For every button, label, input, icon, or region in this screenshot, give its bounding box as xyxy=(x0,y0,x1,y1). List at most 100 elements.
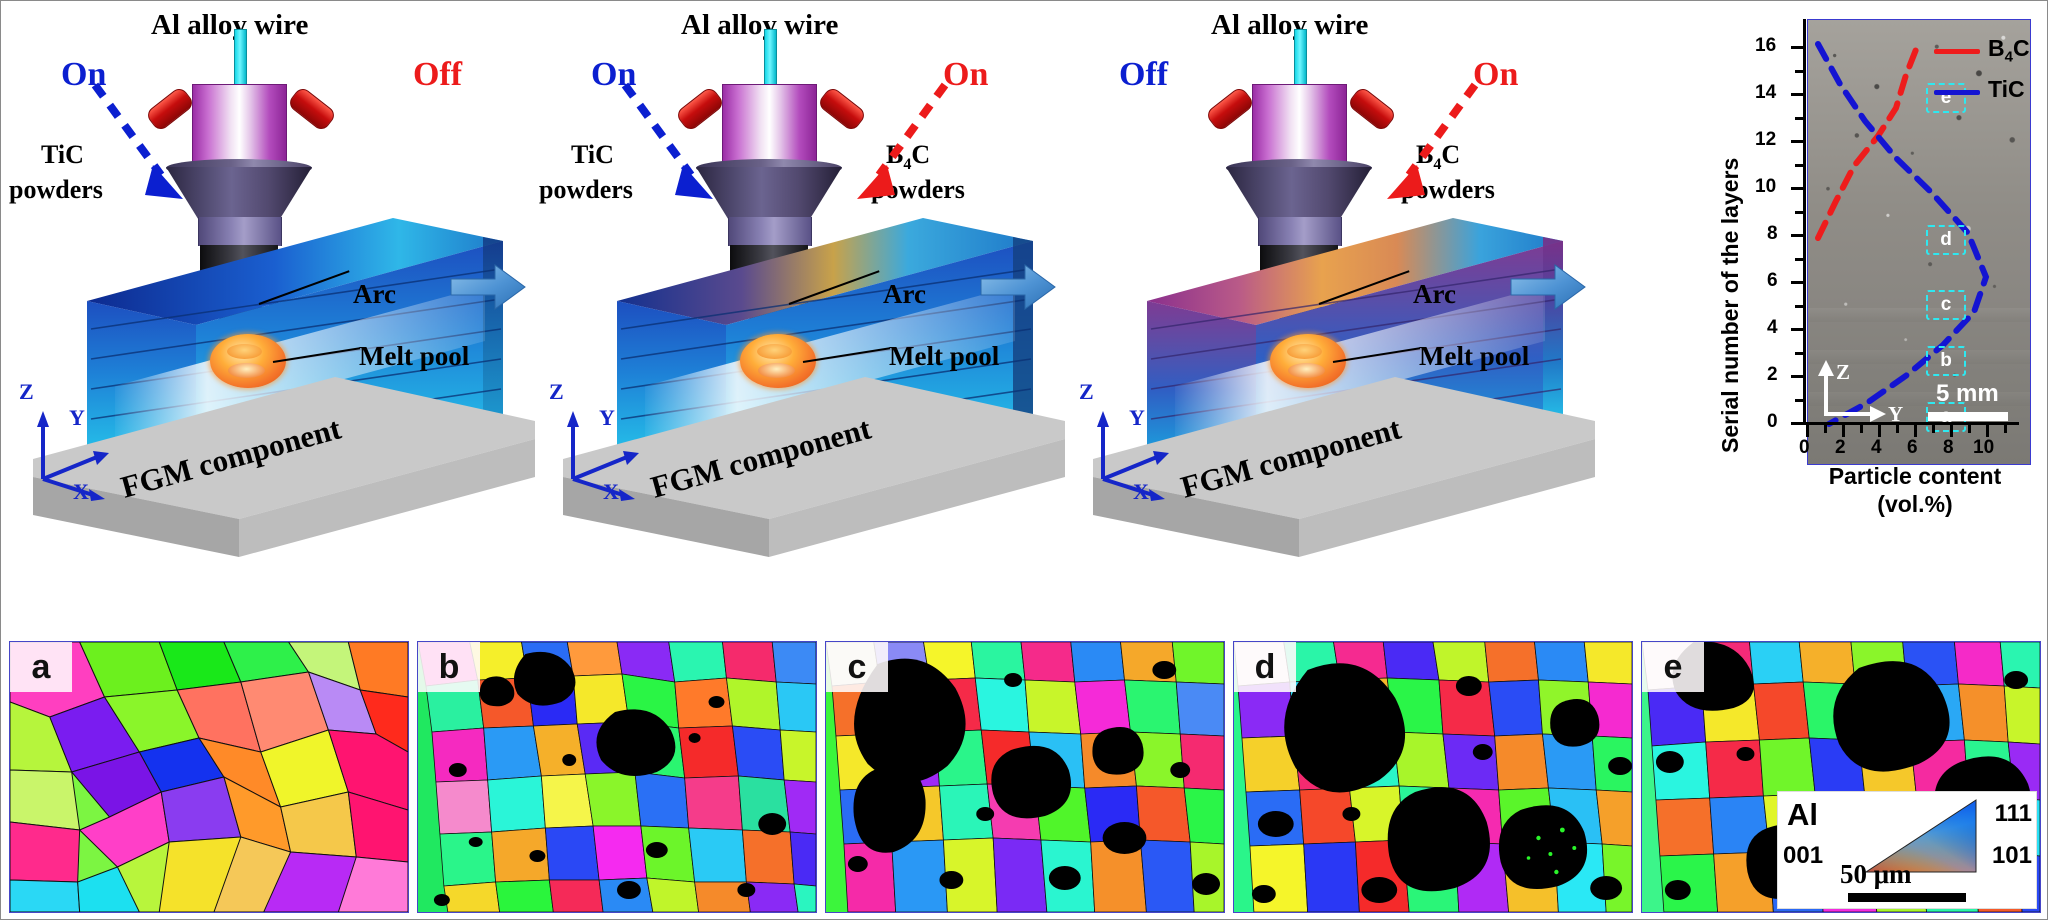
stage3-axis-y: Y xyxy=(1129,405,1145,430)
ebsd-label-b: b xyxy=(418,642,480,692)
stage3-deposit xyxy=(1093,218,1595,557)
stage3-arc-label: Arc xyxy=(1413,279,1456,309)
chart-x-axis-label-line1: Particle content xyxy=(1828,463,2002,489)
chart-x-axis xyxy=(1803,422,2019,425)
x-ticklabel-6: 6 xyxy=(1907,437,1918,458)
x-tick-0 xyxy=(1806,425,1809,437)
roi-box-e[interactable]: e xyxy=(1926,83,1966,113)
ebsd-label-d: d xyxy=(1234,642,1296,692)
process-stage-1: Al alloy wire On Off TiC powders xyxy=(1,1,535,621)
y-ticklabel-6: 6 xyxy=(1767,270,1778,291)
stage3-wire xyxy=(1294,29,1307,89)
stage1-wire-label: Al alloy wire xyxy=(151,9,309,41)
legend-swatch-tic xyxy=(1934,90,1980,95)
macrograph-band-3 xyxy=(1808,392,2030,406)
ebsd-label-a: a xyxy=(10,642,72,692)
process-arrow-1 xyxy=(450,264,526,310)
y-tick-2 xyxy=(1791,375,1804,378)
stage1-torch-collar xyxy=(198,217,282,246)
chart-y-axis xyxy=(1803,19,1806,423)
ebsd-panel-a[interactable]: a xyxy=(9,641,409,913)
stage3-axis-x: X xyxy=(1133,479,1149,504)
stage3-wire-label: Al alloy wire xyxy=(1211,9,1369,41)
y-minortick-5 xyxy=(1795,305,1804,308)
y-ticklabel-16: 16 xyxy=(1755,35,1777,56)
x-tick-6 xyxy=(1914,425,1917,437)
ebsd-panel-d[interactable]: d xyxy=(1233,641,1633,913)
ebsd-panel-c[interactable]: c xyxy=(825,641,1225,913)
y-minortick-3 xyxy=(1795,352,1804,355)
stage2-arc-label: Arc xyxy=(883,279,926,309)
ebsd-label-c: c xyxy=(826,642,888,692)
y-ticklabel-4: 4 xyxy=(1767,317,1778,338)
inset-axis-y-line xyxy=(1824,412,1872,416)
x-ticklabel-4: 4 xyxy=(1871,437,1882,458)
y-tick-8 xyxy=(1791,234,1804,237)
stage1-axis-triad xyxy=(37,411,109,501)
process-stage-3: Al alloy wire Off On B4C powders xyxy=(1061,1,1595,621)
ipf-pole-001: 001 xyxy=(1783,842,1824,869)
ipf-pole-111: 111 xyxy=(1994,800,2032,827)
stage1-melt-pool xyxy=(210,334,286,388)
stage2-right-state: On xyxy=(943,56,989,93)
ebsd-map-d xyxy=(1234,642,1632,912)
stage1-axis-y: Y xyxy=(69,405,85,430)
stage2-axis-triad xyxy=(567,411,639,501)
roi-box-c[interactable]: c xyxy=(1926,290,1966,320)
y-minortick-9 xyxy=(1795,211,1804,214)
stage2-torch-collar xyxy=(728,217,812,246)
macrograph-band-2 xyxy=(1808,350,2030,364)
y-tick-12 xyxy=(1791,140,1804,143)
stage1-left-powder-line1: TiC xyxy=(41,140,84,169)
inset-axis-z-line xyxy=(1824,372,1828,416)
stage1-left-powder-line2: powders xyxy=(9,175,103,204)
stage1-arc-label: Arc xyxy=(353,279,396,309)
legend-swatch-b4c xyxy=(1934,49,1980,54)
stage2-axis-y: Y xyxy=(599,405,615,430)
x-ticklabel-2: 2 xyxy=(1835,437,1846,458)
stage2-left-powder-line1: TiC xyxy=(571,140,614,169)
stage3-melt-pool xyxy=(1270,334,1346,388)
x-minortick-7 xyxy=(1932,425,1935,433)
stage3-left-feed-tube xyxy=(1204,85,1256,133)
stage3-left-state: Off xyxy=(1119,56,1169,93)
stage3-axis-z: Z xyxy=(1079,379,1094,404)
y-ticklabel-10: 10 xyxy=(1755,176,1777,197)
y-tick-4 xyxy=(1791,328,1804,331)
ipf-pole-101: 101 xyxy=(1991,842,2032,869)
stage1-wire xyxy=(234,29,247,89)
y-ticklabel-2: 2 xyxy=(1767,364,1778,385)
stage1-torch-barrel xyxy=(192,84,287,169)
roi-box-b[interactable]: b xyxy=(1926,346,1966,376)
stage1-tic-feed-arrow xyxy=(91,82,183,199)
stage3-torch-barrel xyxy=(1252,84,1347,169)
stage2-b4c-feed-arrow xyxy=(857,82,949,199)
y-tick-10 xyxy=(1791,187,1804,190)
x-tick-8 xyxy=(1950,425,1953,437)
ebsd-panel-e[interactable]: e Al xyxy=(1641,641,2041,913)
y-tick-16 xyxy=(1791,46,1804,49)
stage2-axis-z: Z xyxy=(549,379,564,404)
x-tick-2 xyxy=(1842,425,1845,437)
stage1-axis-x: X xyxy=(73,479,89,504)
stage2-wire-label: Al alloy wire xyxy=(681,9,839,41)
chart-y-axis-label: Serial number of the layers xyxy=(1717,157,1743,453)
stage1-deposit xyxy=(33,218,535,557)
ebsd-map-c xyxy=(826,642,1224,912)
x-ticklabel-0: 0 xyxy=(1799,437,1810,458)
ebsd-map-a xyxy=(10,642,408,912)
inset-axis-y-arrow xyxy=(1870,406,1886,422)
ebsd-panel-b[interactable]: b xyxy=(417,641,817,913)
ipf-phase-label: Al xyxy=(1787,797,1818,832)
process-arrow-3 xyxy=(1510,264,1586,310)
roi-box-d[interactable]: d xyxy=(1926,225,1966,255)
y-minortick-15 xyxy=(1795,70,1804,73)
x-ticklabel-8: 8 xyxy=(1943,437,1954,458)
profile-curves xyxy=(1815,41,1990,427)
inset-axis-y-label: Y xyxy=(1888,402,1904,426)
x-tick-10 xyxy=(1986,425,1989,437)
ebsd-map-strip: a xyxy=(9,641,2041,913)
ebsd-label-e: e xyxy=(1642,642,1704,692)
ipf-scale-label: 50 μm xyxy=(1840,859,1912,889)
